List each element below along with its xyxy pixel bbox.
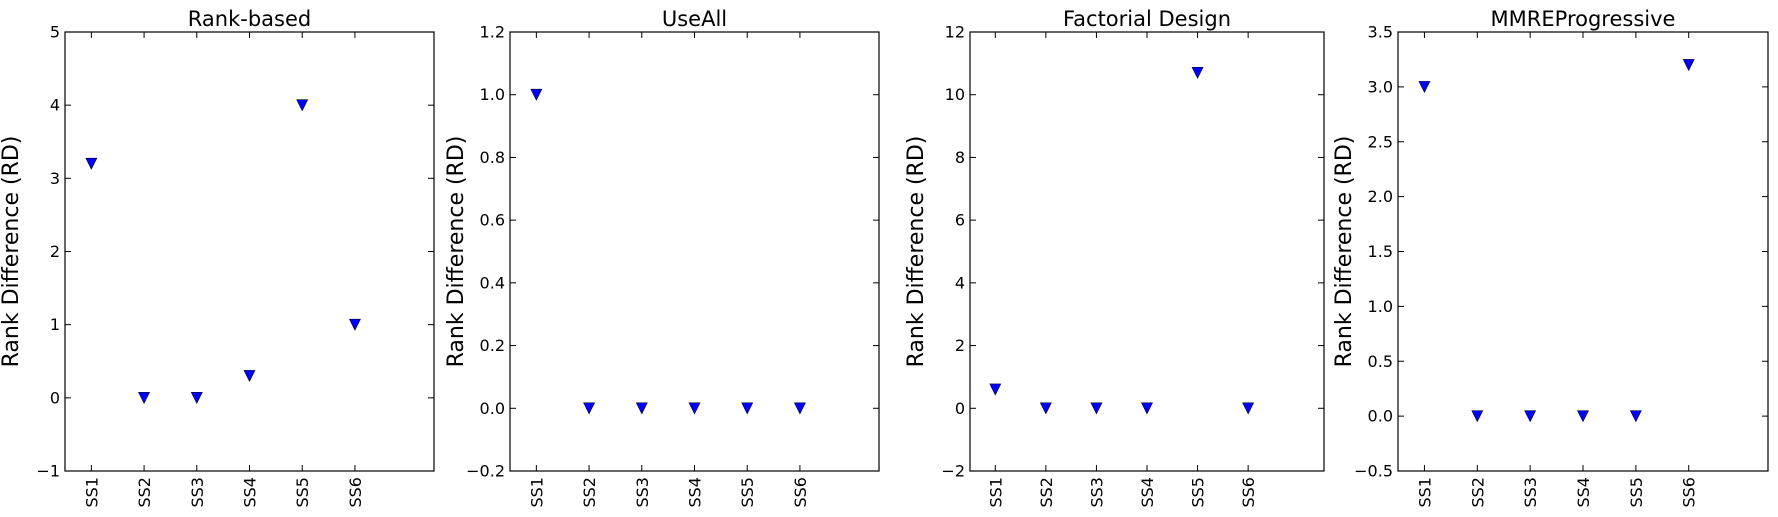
data-point-ss6 — [1682, 59, 1695, 72]
chart-panel-1: Rank-based Rank Difference (RD) −1 0 1 2 3 4 5 SS… — [0, 7, 435, 508]
y-tick-label: 0.0 — [480, 399, 505, 418]
y-tick-label: 0.8 — [480, 148, 505, 167]
y-tick-label: −0.5 — [1354, 462, 1393, 481]
y-tick-label: 5 — [50, 23, 60, 42]
data-point-ss2 — [1471, 410, 1484, 423]
x-tick-label: SS6 — [1239, 477, 1258, 508]
y-tick-label: 0.4 — [480, 273, 505, 292]
y-tick-label: 8 — [955, 148, 965, 167]
data-point-ss3 — [1090, 402, 1103, 415]
x-tick-label: SS6 — [791, 477, 810, 508]
data-point-ss4 — [243, 370, 256, 383]
x-tick-label: SS3 — [633, 477, 652, 508]
x-tick-label: SS3 — [1087, 477, 1106, 508]
y-tick-label: 1.2 — [480, 23, 505, 42]
x-tick-label: SS1 — [527, 477, 546, 508]
data-point-ss1 — [1418, 81, 1431, 94]
y-tick-label: −1 — [36, 462, 60, 481]
x-tick-label: SS2 — [1037, 477, 1056, 508]
data-point-ss6 — [1242, 402, 1255, 415]
chart-panel-4: MMREProgressive Rank Difference (RD) −0.5 0… — [1332, 7, 1769, 508]
y-tick-label: 0.2 — [480, 336, 505, 355]
data-point-ss5 — [741, 402, 754, 415]
y-tick-label: 1.5 — [1368, 242, 1393, 261]
y-tick-label: 1.0 — [1368, 297, 1393, 316]
y-axis-label: Rank Difference (RD) — [904, 136, 929, 368]
x-tick-label: SS5 — [1189, 477, 1208, 508]
chart-panel-2: UseAll Rank Difference (RD) −0.2 0.0 0.2 0.4 0… — [444, 7, 880, 508]
y-tick-label: 4 — [955, 273, 965, 292]
y-tick-label: 2.0 — [1368, 187, 1393, 206]
data-point-ss4 — [1141, 402, 1153, 415]
data-point-ss5 — [1191, 66, 1204, 79]
y-tick-label: 1.0 — [480, 85, 505, 104]
y-tick-label: 0.6 — [480, 211, 505, 230]
y-tick-label: 0.5 — [1368, 352, 1393, 371]
x-tick-label: SS5 — [293, 477, 312, 508]
y-tick-label: 0 — [50, 388, 60, 407]
y-axis-label: Rank Difference (RD) — [444, 136, 469, 368]
y-tick-label: 0 — [955, 399, 965, 418]
data-point-ss1 — [530, 88, 543, 101]
chart-title: MMREProgressive — [1491, 7, 1676, 31]
x-tick-label: SS2 — [580, 477, 599, 508]
data-point-ss4 — [1577, 410, 1589, 423]
y-axis-label: Rank Difference (RD) — [0, 136, 24, 368]
x-tick-label: SS6 — [1680, 477, 1699, 508]
data-point-ss4 — [688, 402, 701, 415]
y-tick-label: −2 — [941, 462, 965, 481]
y-tick-label: 2 — [50, 242, 60, 261]
y-tick-label: 3.0 — [1368, 77, 1393, 96]
chart-title: Rank-based — [188, 7, 311, 31]
y-tick-label: 10 — [945, 85, 965, 104]
plot-frame — [1397, 31, 1769, 472]
y-tick-label: 12 — [945, 23, 965, 42]
y-tick-label: 6 — [955, 211, 965, 230]
x-tick-label: SS3 — [188, 477, 207, 508]
data-point-ss2 — [138, 392, 151, 405]
x-tick-label: SS1 — [82, 477, 101, 508]
x-tick-label: SS4 — [241, 477, 260, 508]
x-tick-label: SS4 — [1138, 477, 1157, 508]
y-axis-label: Rank Difference (RD) — [1332, 136, 1357, 368]
data-point-ss1 — [85, 157, 98, 170]
y-tick-label: 0.0 — [1368, 407, 1393, 426]
data-point-ss6 — [793, 402, 806, 415]
chart-title: Factorial Design — [1063, 7, 1231, 31]
data-point-ss6 — [348, 318, 361, 331]
x-tick-label: SS1 — [1415, 477, 1434, 508]
y-tick-label: 3.5 — [1368, 23, 1393, 42]
x-tick-label: SS1 — [986, 477, 1005, 508]
data-point-ss3 — [190, 392, 203, 405]
x-tick-label: SS2 — [1468, 477, 1487, 508]
x-tick-label: SS5 — [738, 477, 757, 508]
data-point-ss5 — [1629, 410, 1642, 423]
x-tick-label: SS6 — [346, 477, 365, 508]
chart-panel-3: Factorial Design Rank Difference (RD) −2 0 2… — [904, 7, 1325, 508]
y-tick-label: −0.2 — [466, 462, 505, 481]
y-tick-label: 2 — [955, 336, 965, 355]
data-point-ss2 — [1039, 402, 1052, 415]
y-tick-label: 1 — [50, 315, 60, 334]
data-point-ss3 — [635, 402, 648, 415]
x-tick-label: SS4 — [686, 477, 705, 508]
data-point-ss3 — [1524, 410, 1537, 423]
x-tick-label: SS3 — [1521, 477, 1540, 508]
x-tick-label: SS5 — [1627, 477, 1646, 508]
y-tick-label: 2.5 — [1368, 132, 1393, 151]
x-tick-label: SS4 — [1574, 477, 1593, 508]
x-tick-label: SS2 — [135, 477, 154, 508]
chart-title: UseAll — [662, 7, 727, 31]
data-point-ss2 — [583, 402, 596, 415]
plot-frame — [64, 31, 435, 472]
y-tick-label: 4 — [50, 96, 60, 115]
data-point-ss1 — [989, 383, 1002, 396]
y-tick-label: 3 — [50, 169, 60, 188]
data-point-ss5 — [296, 99, 309, 112]
